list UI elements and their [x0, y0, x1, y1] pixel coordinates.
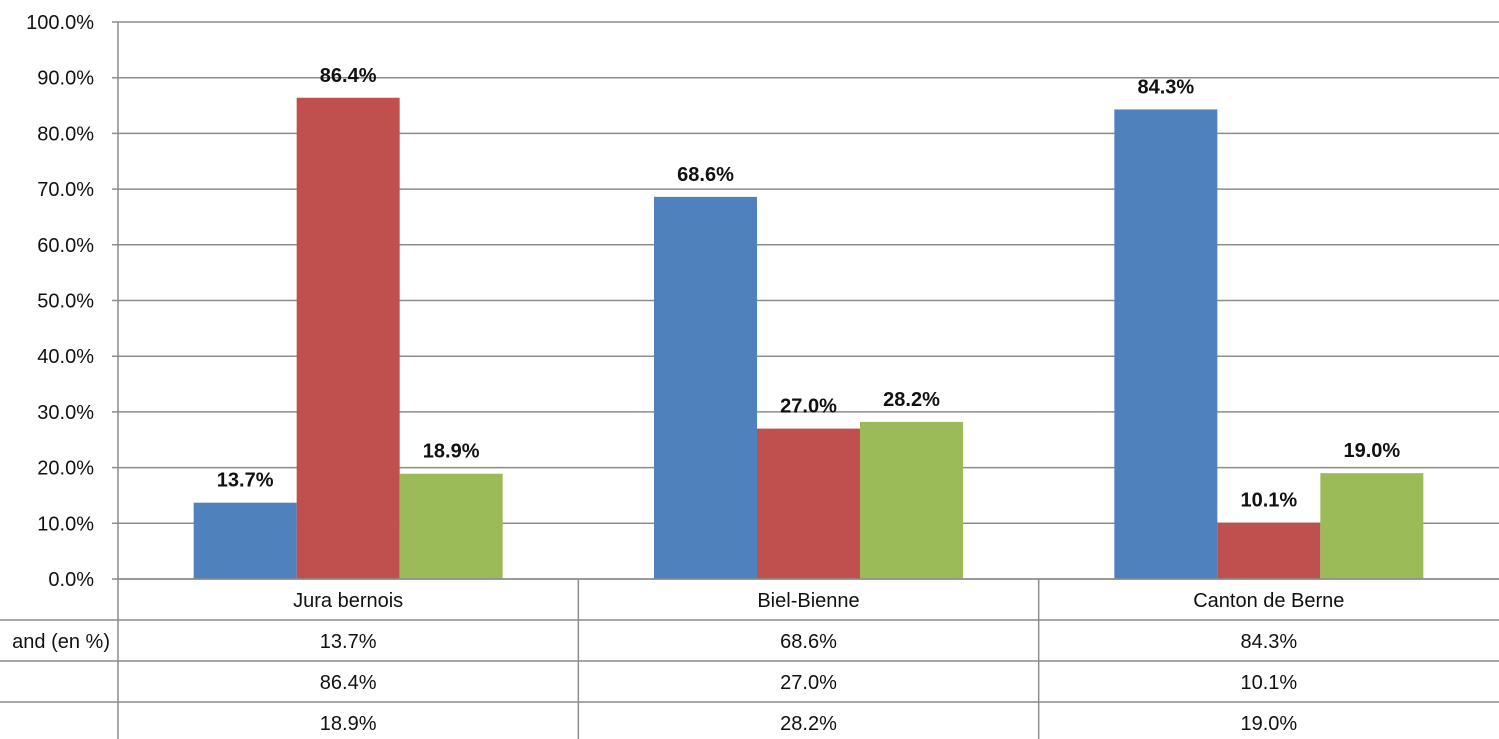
y-tick-label: 50.0% [37, 291, 94, 313]
table-cell: 86.4% [320, 672, 377, 694]
y-tick-label: 60.0% [37, 235, 94, 257]
data-label: 18.9% [423, 441, 480, 463]
category-label: Biel-Bienne [757, 590, 859, 612]
bar [193, 502, 297, 579]
data-label: 84.3% [1137, 76, 1194, 98]
table-cell: 84.3% [1240, 631, 1297, 653]
data-label: 19.0% [1343, 440, 1400, 462]
bar [399, 473, 503, 579]
y-tick-label: 10.0% [37, 513, 94, 535]
y-tick-label: 0.0% [48, 569, 94, 591]
y-tick-label: 20.0% [37, 458, 94, 480]
y-tick-label: 80.0% [37, 123, 94, 145]
data-label: 13.7% [217, 470, 274, 492]
table-cell: 18.9% [320, 713, 377, 735]
y-tick-label: 70.0% [37, 179, 94, 201]
bar [1320, 473, 1424, 579]
y-tick-label: 100.0% [26, 12, 94, 34]
series-row-label: and (en %) [12, 631, 110, 653]
table-cell: 19.0% [1240, 713, 1297, 735]
bar [1217, 522, 1321, 579]
y-tick-label: 40.0% [37, 346, 94, 368]
data-label: 68.6% [677, 164, 734, 186]
data-label: 27.0% [780, 396, 837, 418]
bar [296, 97, 400, 579]
data-label: 10.1% [1240, 490, 1297, 512]
bar [654, 196, 757, 579]
y-tick-label: 90.0% [37, 68, 94, 90]
bar [757, 428, 860, 579]
category-label: Canton de Berne [1193, 590, 1344, 612]
data-label: 28.2% [883, 389, 940, 411]
y-tick-label: 30.0% [37, 402, 94, 424]
table-cell: 28.2% [780, 713, 837, 735]
table-cell: 10.1% [1240, 672, 1297, 694]
bar [860, 421, 963, 579]
table-cell: 68.6% [780, 631, 837, 653]
data-label: 86.4% [320, 65, 377, 87]
table-cell: 27.0% [780, 672, 837, 694]
bar [1114, 109, 1218, 579]
table-cell: 13.7% [320, 631, 377, 653]
category-label: Jura bernois [293, 590, 403, 612]
